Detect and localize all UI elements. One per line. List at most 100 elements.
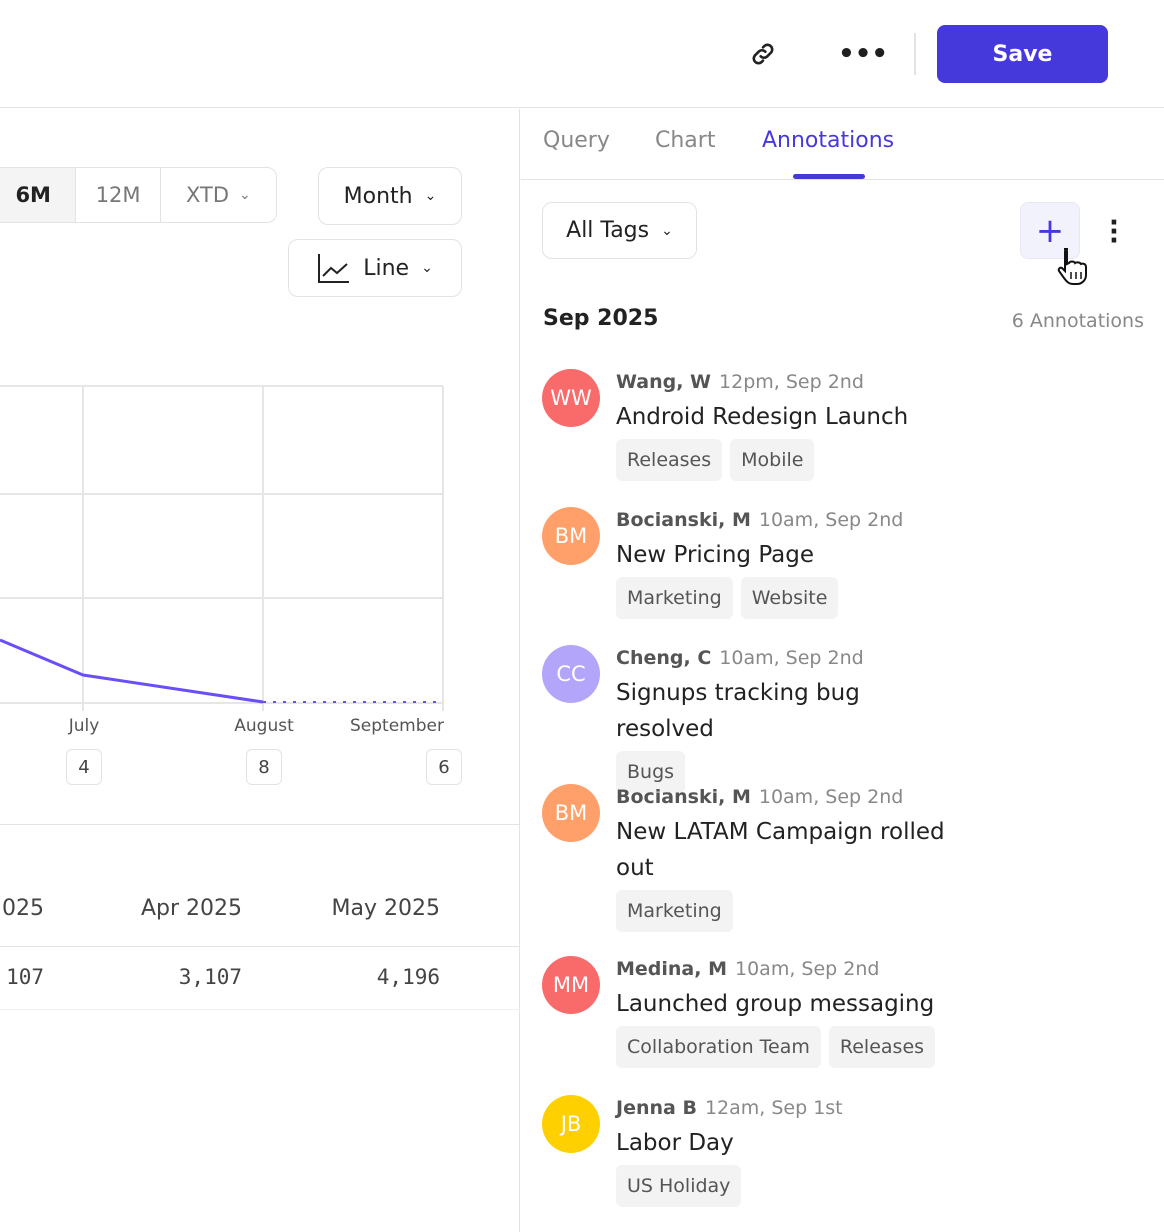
tag-chip[interactable]: Collaboration Team	[616, 1026, 821, 1068]
plus-icon: +	[1035, 210, 1065, 251]
chevron-down-icon: ⌄	[424, 188, 437, 204]
month-heading: Sep 2025	[543, 306, 659, 331]
annotation-meta: Jenna B 12am, Sep 1st	[616, 1097, 843, 1119]
tag-list: US Holiday	[616, 1165, 843, 1207]
table-cell: 107	[6, 965, 44, 989]
annotation-title: Labor Day	[616, 1130, 734, 1156]
avatar: BM	[542, 784, 600, 842]
tag-filter-label: All Tags	[566, 218, 650, 243]
tag-chip[interactable]: Website	[740, 577, 839, 619]
annotation-count: 6 Annotations	[1011, 310, 1144, 332]
annotation-count-badge[interactable]: 4	[66, 749, 102, 785]
tab-annotations[interactable]: Annotations	[762, 128, 895, 153]
tab-chart[interactable]: Chart	[655, 128, 716, 153]
x-tick-label: July	[68, 716, 100, 736]
annotation-meta: Wang, W 12pm, Sep 2nd	[616, 371, 908, 393]
tag-list: Marketing Website	[616, 577, 903, 619]
tag-filter-dropdown[interactable]: All Tags ⌄	[542, 202, 697, 259]
timestamp: 10am, Sep 2nd	[758, 509, 904, 531]
granularity-label: Month	[343, 183, 413, 209]
avatar: BM	[542, 507, 600, 565]
range-6m[interactable]: 6M	[0, 168, 77, 222]
line-chart	[0, 385, 444, 711]
tag-list: Bugs	[616, 751, 946, 793]
tag-list: Marketing	[616, 890, 946, 932]
tag-chip[interactable]: Bugs	[616, 751, 686, 793]
divider	[0, 946, 520, 947]
tag-list: Collaboration Team Releases	[616, 1026, 936, 1068]
hand-cursor-icon	[1057, 248, 1087, 285]
range-xtd-label: XTD	[186, 183, 230, 207]
chart-panel	[0, 109, 520, 1232]
annotation-item[interactable]: BM Bocianski, M 10am, Sep 2nd New Pricing…	[542, 507, 1142, 619]
tag-list: Releases Mobile	[616, 439, 908, 481]
timestamp: 10am, Sep 2nd	[758, 786, 904, 808]
annotation-item[interactable]: MM Medina, M 10am, Sep 2nd Launched group…	[542, 956, 1142, 1068]
timestamp: 10am, Sep 2nd	[735, 958, 880, 980]
top-bar: ••• Save	[0, 0, 1164, 108]
annotation-title: New Pricing Page	[616, 542, 814, 568]
annotation-meta: Cheng, C 10am, Sep 2nd	[616, 647, 946, 669]
divider	[914, 33, 916, 75]
avatar: WW	[542, 369, 600, 427]
avatar: CC	[542, 645, 600, 703]
chevron-down-icon: ⌄	[661, 222, 673, 239]
author: Medina, M	[616, 958, 727, 980]
annotation-meta: Bocianski, M 10am, Sep 2nd	[616, 509, 903, 531]
granularity-dropdown[interactable]: Month ⌄	[318, 167, 462, 225]
chevron-down-icon: ⌄	[239, 187, 251, 203]
timestamp: 10am, Sep 2nd	[719, 647, 864, 669]
avatar: MM	[542, 956, 600, 1014]
add-annotation-button[interactable]: +	[1020, 202, 1080, 259]
table-cell: 4,196	[376, 965, 440, 989]
avatar: JB	[542, 1095, 600, 1153]
table-header: May 2025	[331, 896, 440, 921]
table-cell: 3,107	[178, 965, 242, 989]
more-horizontal-icon[interactable]: •••	[838, 39, 888, 69]
annotation-meta: Bocianski, M 10am, Sep 2nd	[616, 786, 946, 808]
author: Wang, W	[616, 371, 712, 393]
tag-chip[interactable]: Releases	[828, 1026, 936, 1068]
line-chart-icon	[318, 254, 350, 283]
tag-chip[interactable]: US Holiday	[616, 1165, 742, 1207]
annotation-meta: Medina, M 10am, Sep 2nd	[616, 958, 935, 980]
date-range-selector: 6M 12M XTD ⌄	[0, 167, 277, 223]
divider	[521, 179, 1164, 180]
annotation-count-badge[interactable]: 6	[426, 749, 462, 785]
annotation-item[interactable]: JB Jenna B 12am, Sep 1st Labor Day US Hol…	[542, 1095, 1142, 1207]
gridlines	[0, 385, 444, 711]
author: Jenna B	[616, 1097, 697, 1119]
tag-chip[interactable]: Mobile	[730, 439, 815, 481]
divider	[0, 1009, 520, 1010]
annotation-title: Android Redesign Launch	[616, 404, 909, 430]
table-header: Apr 2025	[140, 896, 242, 921]
annotation-item[interactable]: CC Cheng, C 10am, Sep 2nd Signups trackin…	[542, 645, 1142, 793]
author: Bocianski, M	[616, 509, 751, 531]
range-xtd[interactable]: XTD ⌄	[161, 168, 276, 222]
chart-type-label: Line	[363, 255, 410, 281]
tag-chip[interactable]: Marketing	[616, 577, 733, 619]
author: Cheng, C	[616, 647, 712, 669]
annotation-count-badge[interactable]: 8	[246, 749, 282, 785]
tag-chip[interactable]: Marketing	[616, 890, 733, 932]
range-12m[interactable]: 12M	[76, 168, 161, 222]
annotation-title: Launched group messaging	[616, 991, 935, 1017]
annotation-item[interactable]: BM Bocianski, M 10am, Sep 2nd New LATAM C…	[542, 784, 1142, 932]
timestamp: 12am, Sep 1st	[704, 1097, 843, 1119]
series-line	[0, 638, 264, 704]
active-tab-indicator	[793, 174, 865, 179]
more-vertical-icon[interactable]: · · ·	[1109, 207, 1119, 256]
timestamp: 12pm, Sep 2nd	[719, 371, 864, 393]
annotation-title: Signups tracking bug resolved	[616, 680, 860, 742]
author: Bocianski, M	[616, 786, 751, 808]
chart-type-dropdown[interactable]: Line ⌄	[288, 239, 462, 297]
tab-query[interactable]: Query	[543, 128, 610, 153]
link-icon[interactable]	[743, 34, 783, 74]
x-tick-label: August	[234, 716, 294, 736]
tag-chip[interactable]: Releases	[616, 439, 723, 481]
divider	[0, 824, 520, 825]
save-button[interactable]: Save	[937, 25, 1108, 83]
annotation-item[interactable]: WW Wang, W 12pm, Sep 2nd Android Redesign…	[542, 369, 1142, 481]
x-tick-label: September	[350, 716, 444, 736]
annotation-title: New LATAM Campaign rolled out	[616, 819, 945, 881]
